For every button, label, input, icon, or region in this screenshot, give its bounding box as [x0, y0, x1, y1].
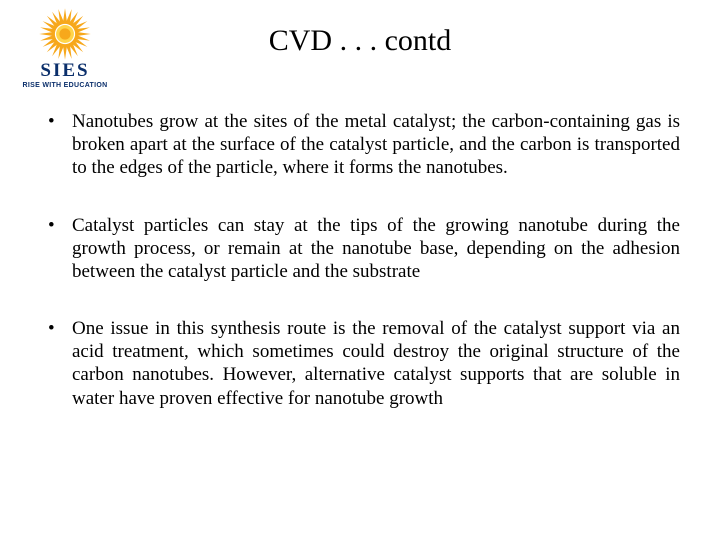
slide-body: Nanotubes grow at the sites of the metal… — [40, 110, 680, 444]
logo-text: SIES — [10, 60, 120, 82]
logo-tagline: RISE WITH EDUCATION — [10, 82, 120, 89]
bullet-item: One issue in this synthesis route is the… — [40, 317, 680, 410]
bullet-item: Nanotubes grow at the sites of the metal… — [40, 110, 680, 180]
slide-title: CVD . . . contd — [0, 24, 720, 58]
bullet-item: Catalyst particles can stay at the tips … — [40, 214, 680, 284]
